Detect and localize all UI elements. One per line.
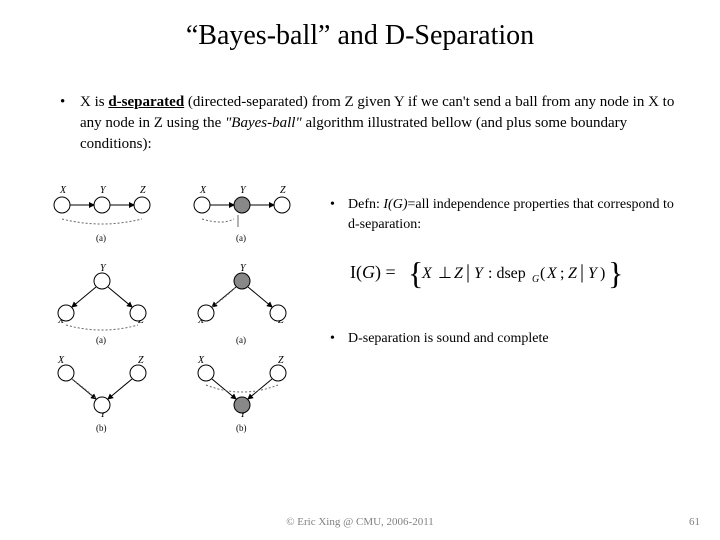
svg-text:Z: Z xyxy=(138,355,144,366)
formula: I(G) = { X ⊥ Z | Y : dsep G ( X ; Z | Y … xyxy=(350,254,680,299)
svg-text:(b): (b) xyxy=(96,423,107,433)
svg-text:(a): (a) xyxy=(96,335,106,345)
page-number: 61 xyxy=(689,516,700,528)
svg-text:⊥: ⊥ xyxy=(438,265,452,282)
svg-text:|: | xyxy=(580,261,584,283)
bullet-italic: "Bayes-ball" xyxy=(225,115,302,131)
svg-text:X: X xyxy=(421,265,433,282)
svg-text:(a): (a) xyxy=(236,233,246,243)
right-column: Defn: I(G)=all independence properties t… xyxy=(330,175,680,435)
svg-text:(a): (a) xyxy=(236,335,246,345)
svg-text:X: X xyxy=(57,355,65,366)
svg-text:Y: Y xyxy=(588,265,599,282)
svg-text:;: ; xyxy=(560,265,564,282)
svg-text:X: X xyxy=(199,185,207,196)
sound-complete-bullet: D-separation is sound and complete xyxy=(330,329,680,349)
svg-text:Y: Y xyxy=(240,185,247,196)
bullet-lead: X is xyxy=(80,94,108,110)
svg-text:Y: Y xyxy=(100,185,107,196)
svg-text:Z: Z xyxy=(280,185,286,196)
svg-text:(a): (a) xyxy=(96,233,106,243)
svg-text:X: X xyxy=(59,185,67,196)
svg-text:(: ( xyxy=(540,265,545,282)
svg-text:Z: Z xyxy=(278,355,284,366)
svg-text:Y: Y xyxy=(240,263,247,274)
slide-title: “Bayes-ball” and D-Separation xyxy=(40,20,680,52)
svg-text:(b): (b) xyxy=(236,423,247,433)
svg-text:}: } xyxy=(608,255,623,291)
svg-text:X: X xyxy=(197,355,205,366)
svg-text:Z: Z xyxy=(568,265,578,282)
defn-lead: Defn: xyxy=(348,197,383,212)
svg-text:X: X xyxy=(546,265,558,282)
bayes-ball-diagrams: X Y Z (a) X Y Z xyxy=(40,175,320,435)
bullet-term: d-separated xyxy=(108,94,184,110)
svg-text:I(G) =: I(G) = xyxy=(350,262,396,283)
svg-text:: dsep: : dsep xyxy=(488,265,526,282)
svg-text:Z: Z xyxy=(140,185,146,196)
svg-text:G: G xyxy=(532,274,539,285)
svg-text:): ) xyxy=(600,265,605,282)
defn-term: I(G) xyxy=(383,197,407,212)
footer-text: © Eric Xing @ CMU, 2006-2011 xyxy=(0,516,720,528)
svg-text:|: | xyxy=(466,261,470,283)
defn-bullet: Defn: I(G)=all independence properties t… xyxy=(330,195,680,234)
svg-text:Y: Y xyxy=(474,265,485,282)
main-bullet: X is d-separated (directed-separated) fr… xyxy=(60,92,680,155)
svg-text:Y: Y xyxy=(100,263,107,274)
svg-text:Z: Z xyxy=(454,265,464,282)
